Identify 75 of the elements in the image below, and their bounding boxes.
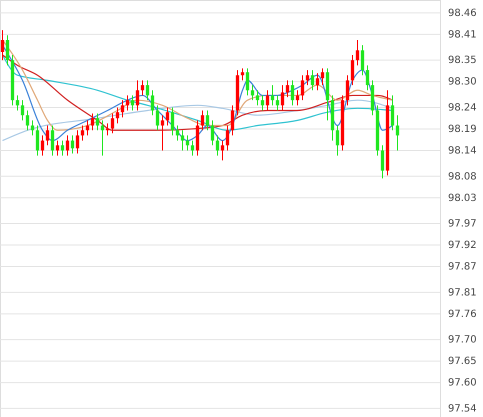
candlestick xyxy=(310,70,314,91)
y-tick-label: 97.54 xyxy=(448,403,477,414)
line-series xyxy=(2,39,394,131)
candlestick xyxy=(150,90,154,116)
candlestick xyxy=(110,112,114,134)
y-tick-label: 97.81 xyxy=(448,287,477,298)
candlestick xyxy=(130,94,134,111)
candlestick xyxy=(396,114,400,151)
y-tick-label: 98.03 xyxy=(448,192,477,204)
candlestick xyxy=(76,130,80,154)
y-tick-label: 97.87 xyxy=(448,262,477,273)
candlestick xyxy=(36,125,40,156)
candlestick xyxy=(66,134,70,156)
candlestick xyxy=(290,80,294,106)
candlestick xyxy=(16,94,20,111)
candlestick xyxy=(6,34,10,66)
candlestick xyxy=(30,120,34,136)
candlestick xyxy=(210,120,214,146)
y-tick-label: 98.35 xyxy=(448,55,477,66)
candlestick xyxy=(360,44,364,76)
candlestick xyxy=(156,104,160,131)
y-tick-label: 98.19 xyxy=(448,124,477,135)
candlestick xyxy=(106,122,110,136)
y-tick-label: 98.30 xyxy=(448,76,477,88)
candlestick xyxy=(116,106,120,124)
y-tick-label: 98.08 xyxy=(448,171,477,182)
candlestick xyxy=(186,134,190,151)
candlestick xyxy=(40,134,44,156)
y-tick-label: 98.41 xyxy=(448,29,477,40)
candlestick xyxy=(286,80,290,98)
y-tick-label: 97.76 xyxy=(448,308,477,320)
candlestick xyxy=(86,120,90,136)
candlestick xyxy=(240,68,244,81)
candlestick xyxy=(336,125,340,156)
candlestick xyxy=(306,70,310,86)
candlestick xyxy=(96,112,100,131)
candlestick xyxy=(200,110,204,131)
candlestick xyxy=(380,144,384,179)
y-tick-label: 97.70 xyxy=(448,334,477,346)
y-tick-label: 97.97 xyxy=(448,218,477,230)
candlestick xyxy=(350,54,354,86)
candlestick xyxy=(0,30,4,61)
y-tick-label: 98.24 xyxy=(448,102,477,114)
candlestick xyxy=(166,106,170,126)
candlestick xyxy=(300,74,304,101)
candlestick xyxy=(366,64,370,91)
candlestick xyxy=(170,106,174,136)
candlestick xyxy=(26,110,30,131)
candlestick xyxy=(50,125,54,156)
candlestick xyxy=(280,84,284,111)
candlestick xyxy=(266,90,270,111)
candlestick xyxy=(316,72,320,91)
candlestick xyxy=(90,112,94,131)
candlestick xyxy=(260,94,264,111)
candlestick xyxy=(226,125,230,151)
candlestick xyxy=(206,110,210,131)
line-series xyxy=(2,100,394,142)
candlestick xyxy=(390,94,394,131)
candlestick xyxy=(346,74,350,106)
candlestick xyxy=(140,80,144,96)
candlestick xyxy=(136,80,140,111)
candlestick xyxy=(70,134,74,154)
y-tick-label: 98.14 xyxy=(448,145,477,156)
candlestick xyxy=(276,94,280,111)
y-tick-label: 97.92 xyxy=(448,240,477,252)
candlestick xyxy=(146,80,150,101)
candlestick xyxy=(216,134,220,156)
candlestick xyxy=(126,94,130,111)
candlestick xyxy=(230,104,234,136)
candlestick xyxy=(320,68,324,86)
y-tick-label: 97.60 xyxy=(448,378,477,389)
candlestick xyxy=(246,68,250,96)
y-tick-label: 97.65 xyxy=(448,356,477,368)
y-tick-label: 98.46 xyxy=(448,8,477,19)
candlestick xyxy=(100,120,104,156)
